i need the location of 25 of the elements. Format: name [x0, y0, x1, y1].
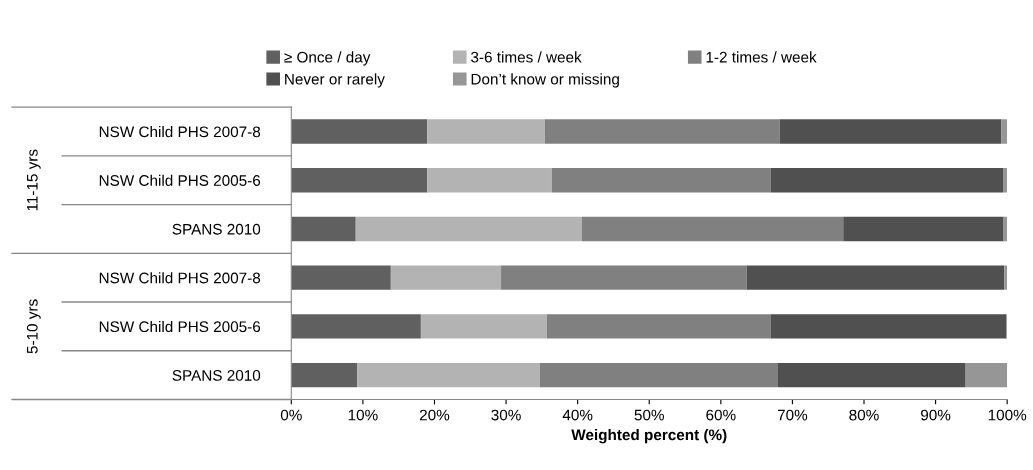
y-tick-label: SPANS 2010 [172, 223, 261, 235]
x-tick-label: 0% [280, 409, 302, 421]
y-tick-label: NSW Child PHS 2007-8 [99, 272, 261, 284]
x-tick-label: 70% [777, 409, 808, 421]
y-tick-label: SPANS 2010 [172, 370, 261, 381]
y-tick-label: NSW Child PHS 2005-6 [99, 320, 261, 333]
x-tick-label: 30% [491, 409, 521, 421]
x-axis-title: Weighted percent (%) [571, 429, 727, 444]
legend-label: Never or rarely [285, 73, 385, 88]
x-tick-label: 80% [849, 409, 879, 421]
text: 5-10 yrs [26, 299, 41, 354]
x-tick-label: 50% [634, 409, 664, 421]
x-tick-label: 10% [348, 409, 378, 421]
y-tick-label: NSW Child PHS 2005-6 [99, 174, 261, 186]
x-tick-label: 60% [706, 409, 736, 421]
x-tick-label: 20% [419, 409, 450, 421]
text: 11-15 yrs [27, 149, 41, 211]
legend-label: ≥ Once / day [284, 51, 371, 66]
legend-label: Don’t know or missing [471, 73, 619, 88]
x-tick-label: 90% [921, 409, 951, 421]
x-tick-label: 40% [562, 409, 593, 421]
legend-label: 3-6 times / week [471, 51, 582, 63]
y-tick-label: NSW Child PHS 2007-8 [99, 125, 261, 138]
x-tick-label: 100% [988, 409, 1027, 421]
legend-label: 1-2 times / week [706, 51, 817, 63]
